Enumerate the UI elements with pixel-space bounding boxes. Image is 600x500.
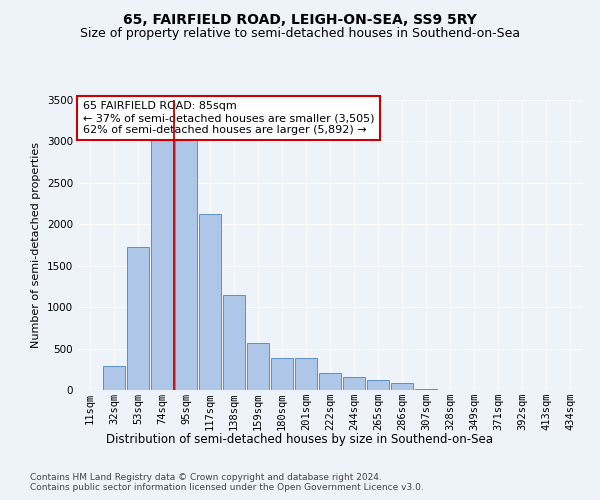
Bar [319,372,341,390]
Bar [127,248,149,390]
Text: Contains public sector information licensed under the Open Government Licence v3: Contains public sector information licen… [30,482,424,492]
Bar [247,343,269,390]
Bar [295,358,317,390]
Text: 65, FAIRFIELD ROAD, LEIGH-ON-SEA, SS9 5RY: 65, FAIRFIELD ROAD, LEIGH-ON-SEA, SS9 5R… [123,12,477,26]
Text: Contains HM Land Registry data © Crown copyright and database right 2024.: Contains HM Land Registry data © Crown c… [30,472,382,482]
Bar [151,120,173,390]
Text: Distribution of semi-detached houses by size in Southend-on-Sea: Distribution of semi-detached houses by … [107,432,493,446]
Text: 65 FAIRFIELD ROAD: 85sqm
← 37% of semi-detached houses are smaller (3,505)
62% o: 65 FAIRFIELD ROAD: 85sqm ← 37% of semi-d… [83,102,374,134]
Bar [103,366,125,390]
Bar [367,380,389,390]
Bar [199,214,221,390]
Bar [415,389,437,390]
Bar [391,384,413,390]
Bar [223,294,245,390]
Bar [271,358,293,390]
Bar [343,376,365,390]
Text: Size of property relative to semi-detached houses in Southend-on-Sea: Size of property relative to semi-detach… [80,28,520,40]
Y-axis label: Number of semi-detached properties: Number of semi-detached properties [31,142,41,348]
Bar [175,119,197,390]
